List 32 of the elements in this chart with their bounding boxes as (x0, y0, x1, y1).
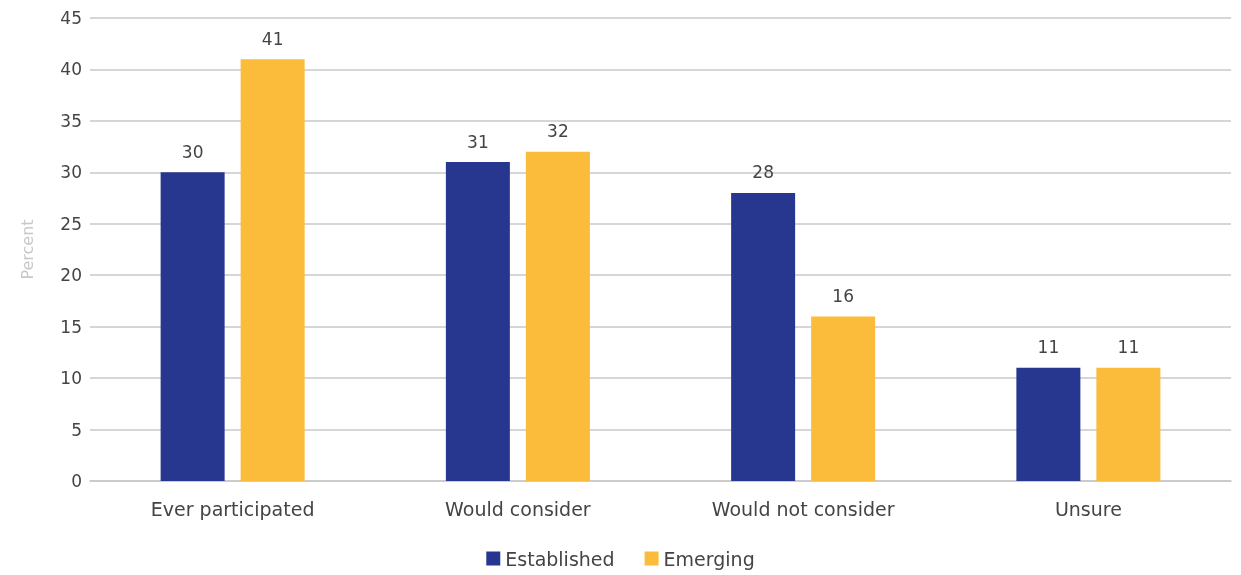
data-label: 31 (467, 131, 489, 152)
bar (1096, 367, 1161, 481)
bar (525, 151, 590, 481)
y-tick-label: 45 (60, 8, 82, 28)
data-label: 16 (832, 285, 854, 306)
data-label: 11 (1117, 337, 1140, 358)
y-tick-label: 20 (60, 265, 82, 286)
x-tick-label: Unsure (1054, 497, 1122, 520)
legend-label: Emerging (663, 547, 755, 570)
data-label: 32 (547, 121, 569, 142)
y-tick-label: 40 (60, 59, 82, 80)
y-tick-label: 10 (60, 368, 82, 389)
bar (160, 172, 225, 481)
x-tick-label: Would not consider (711, 497, 895, 520)
data-label: 28 (752, 162, 774, 183)
x-tick-label: Would consider (445, 497, 591, 520)
y-tick-label: 30 (60, 162, 82, 183)
bar (445, 162, 510, 481)
bar (1016, 367, 1081, 481)
y-tick-label: 0 (71, 471, 82, 491)
bar (811, 316, 876, 481)
data-label: 41 (261, 28, 284, 49)
x-tick-label: Ever participated (150, 497, 315, 520)
y-tick-label: 25 (60, 213, 82, 234)
bar (240, 59, 305, 481)
bar (731, 192, 796, 481)
y-tick-label: 5 (71, 419, 82, 440)
data-label: 11 (1037, 337, 1060, 358)
y-tick-label: 15 (60, 316, 82, 337)
data-label: 30 (181, 141, 204, 162)
y-tick-label: 35 (60, 110, 82, 131)
legend-label: Established (505, 547, 615, 570)
